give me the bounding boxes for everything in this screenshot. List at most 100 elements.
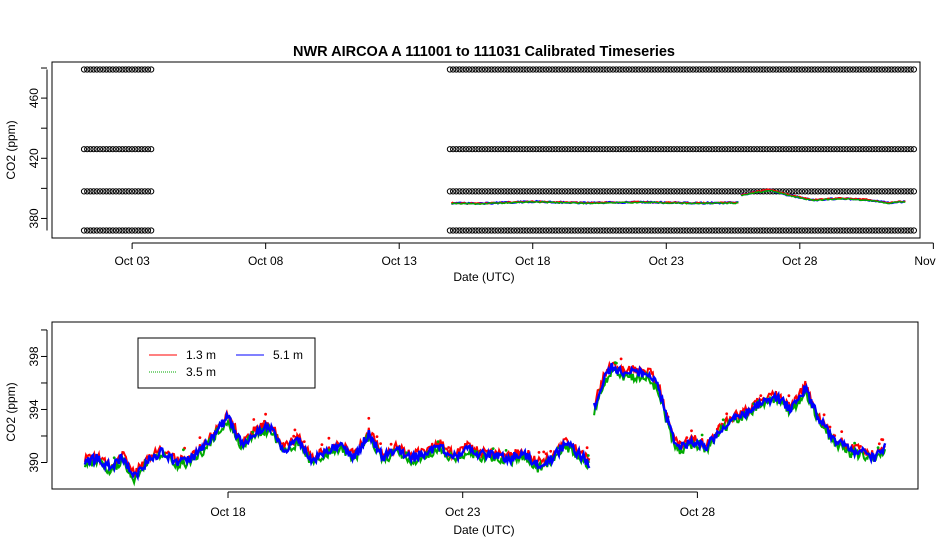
standard-point (776, 227, 783, 234)
standard-point (558, 66, 566, 73)
standard-point (811, 66, 818, 73)
standard-point (619, 66, 626, 73)
standard-point (741, 66, 748, 73)
standard-point (504, 146, 511, 153)
top-y-axis: 380 420 460 (27, 67, 48, 231)
standard-point (898, 146, 905, 153)
standard-point (712, 146, 719, 153)
standard-point (834, 188, 841, 195)
standard-point (485, 66, 492, 73)
standard-point (792, 188, 799, 195)
standard-point (562, 66, 569, 73)
standard-point (907, 227, 914, 234)
standard-point (808, 66, 815, 73)
standard-point (138, 146, 145, 153)
standard-point (616, 66, 623, 73)
standard-point (629, 188, 636, 195)
standard-point (760, 227, 767, 234)
standard-point (132, 227, 139, 234)
x-tick-label: Oct 23 (445, 505, 481, 519)
standard-point (587, 188, 594, 195)
standard-point (725, 66, 732, 73)
standard-point (549, 66, 556, 73)
standard-point (795, 146, 802, 153)
standard-point (744, 146, 751, 153)
standard-point (584, 188, 591, 195)
standard-point (830, 188, 838, 195)
standard-point (597, 188, 604, 195)
standard-point (112, 227, 120, 234)
standard-point (629, 66, 636, 73)
standard-point (526, 227, 534, 234)
standard-point (526, 66, 534, 73)
standard-point (135, 146, 142, 153)
standard-point (818, 146, 825, 153)
standard-point (718, 227, 726, 234)
standard-point (109, 227, 116, 234)
standard-point (802, 146, 809, 153)
x-tick-label: Oct 28 (680, 505, 716, 519)
standard-point (587, 66, 594, 73)
data-point (251, 430, 255, 434)
standard-point (565, 227, 572, 234)
standard-point (786, 146, 793, 153)
standard-point (539, 66, 546, 73)
standard-point (135, 66, 142, 73)
standard-point (715, 227, 722, 234)
standard-point (616, 227, 623, 234)
standard-point (763, 227, 770, 234)
y-tick-label: 380 (27, 208, 41, 228)
standard-point (472, 66, 479, 73)
standard-point (734, 227, 742, 234)
standard-point (558, 227, 566, 234)
x-tick-label: Oct 08 (248, 254, 284, 268)
standard-point (514, 146, 521, 153)
standard-point (834, 146, 841, 153)
standard-point (670, 188, 678, 195)
standard-point (453, 146, 460, 153)
standard-point (558, 188, 566, 195)
standard-point (542, 146, 550, 153)
data-point (585, 446, 589, 450)
standard-point (93, 188, 100, 195)
standard-point (148, 66, 155, 73)
standard-point (702, 227, 710, 234)
standard-point (814, 146, 822, 153)
bottom-x-axis: Oct 18 Oct 23 Oct 28 (210, 491, 716, 519)
standard-point (664, 227, 671, 234)
standard-point (578, 66, 585, 73)
standard-point (574, 146, 582, 153)
standard-point (469, 188, 476, 195)
standard-point (597, 66, 604, 73)
standard-point (821, 188, 828, 195)
standard-band-398-0 (80, 188, 155, 195)
standard-point (132, 66, 139, 73)
standard-point (600, 146, 607, 153)
standard-point (138, 66, 145, 73)
standard-point (491, 66, 498, 73)
data-point (292, 434, 296, 438)
standard-point (795, 227, 802, 234)
standard-point (642, 146, 649, 153)
standard-point (504, 66, 511, 73)
standard-point (651, 227, 658, 234)
standard-point (856, 66, 863, 73)
standard-point (119, 66, 126, 73)
standard-point (699, 66, 706, 73)
data-point (822, 413, 826, 417)
standard-point (568, 188, 575, 195)
standard-point (856, 227, 863, 234)
standard-point (603, 66, 610, 73)
standard-point (536, 146, 543, 153)
standard-point (645, 227, 652, 234)
standard-point (798, 188, 806, 195)
standard-point (789, 66, 796, 73)
standard-point (485, 227, 492, 234)
standard-point (148, 188, 155, 195)
y-tick-label: 398 (27, 346, 41, 366)
standard-point (456, 227, 463, 234)
data-point (787, 394, 791, 398)
data-point (320, 443, 324, 446)
standard-point (872, 66, 879, 73)
standard-point (715, 146, 722, 153)
